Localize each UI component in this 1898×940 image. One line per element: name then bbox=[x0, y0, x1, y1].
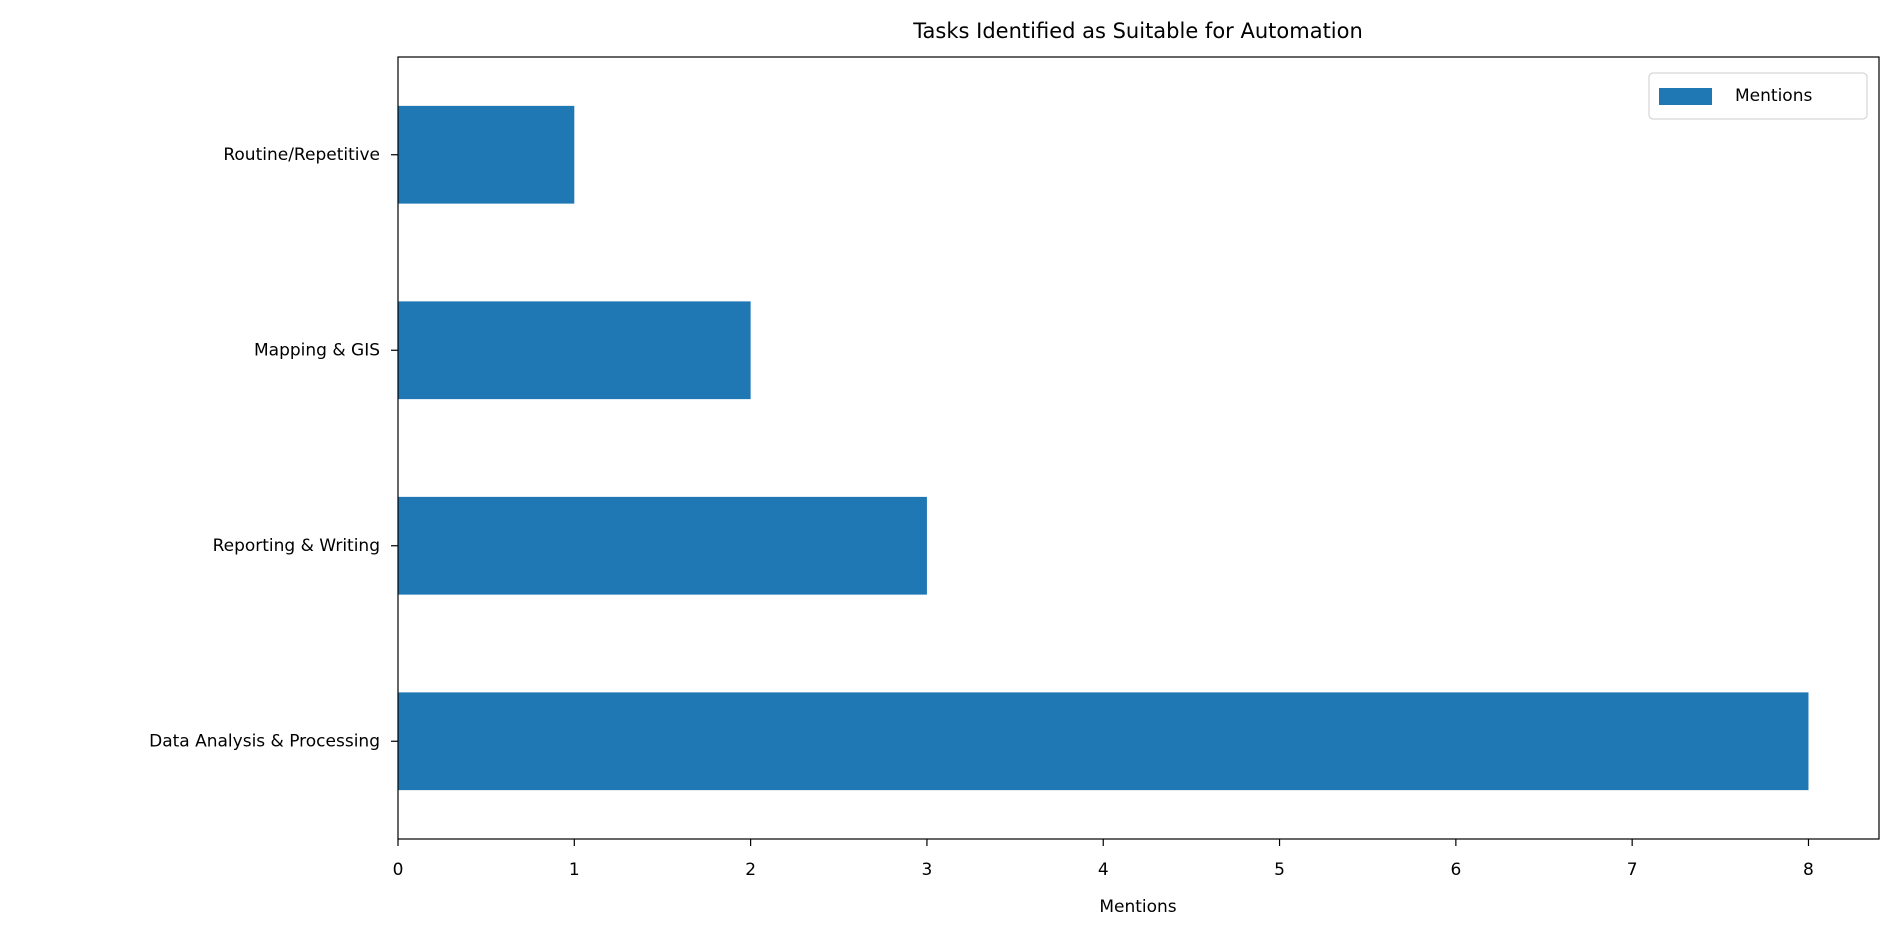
y-tick-label: Routine/Repetitive bbox=[223, 145, 380, 165]
x-axis-label: Mentions bbox=[1099, 897, 1176, 917]
bar bbox=[398, 301, 751, 400]
plot-frame bbox=[397, 56, 1880, 840]
chart-title: Tasks Identified as Suitable for Automat… bbox=[912, 19, 1363, 43]
x-tick-label: 8 bbox=[1803, 860, 1814, 880]
legend-swatch bbox=[1659, 88, 1712, 105]
x-tick-label: 4 bbox=[1098, 860, 1109, 880]
x-tick-label: 1 bbox=[569, 860, 580, 880]
legend-box bbox=[1648, 72, 1868, 120]
y-tick-label: Mapping & GIS bbox=[254, 340, 380, 360]
x-tick-label: 2 bbox=[745, 860, 756, 880]
bar bbox=[398, 105, 575, 204]
x-tick-label: 7 bbox=[1627, 860, 1638, 880]
y-tick-label: Data Analysis & Processing bbox=[149, 731, 380, 751]
bar bbox=[398, 496, 927, 595]
bar bbox=[398, 692, 1809, 791]
legend-label: Mentions bbox=[1735, 86, 1812, 106]
x-tick-label: 6 bbox=[1450, 860, 1461, 880]
x-tick-label: 0 bbox=[393, 860, 404, 880]
x-tick-label: 3 bbox=[922, 860, 933, 880]
y-tick-label: Reporting & Writing bbox=[213, 536, 380, 556]
x-tick-label: 5 bbox=[1274, 860, 1285, 880]
